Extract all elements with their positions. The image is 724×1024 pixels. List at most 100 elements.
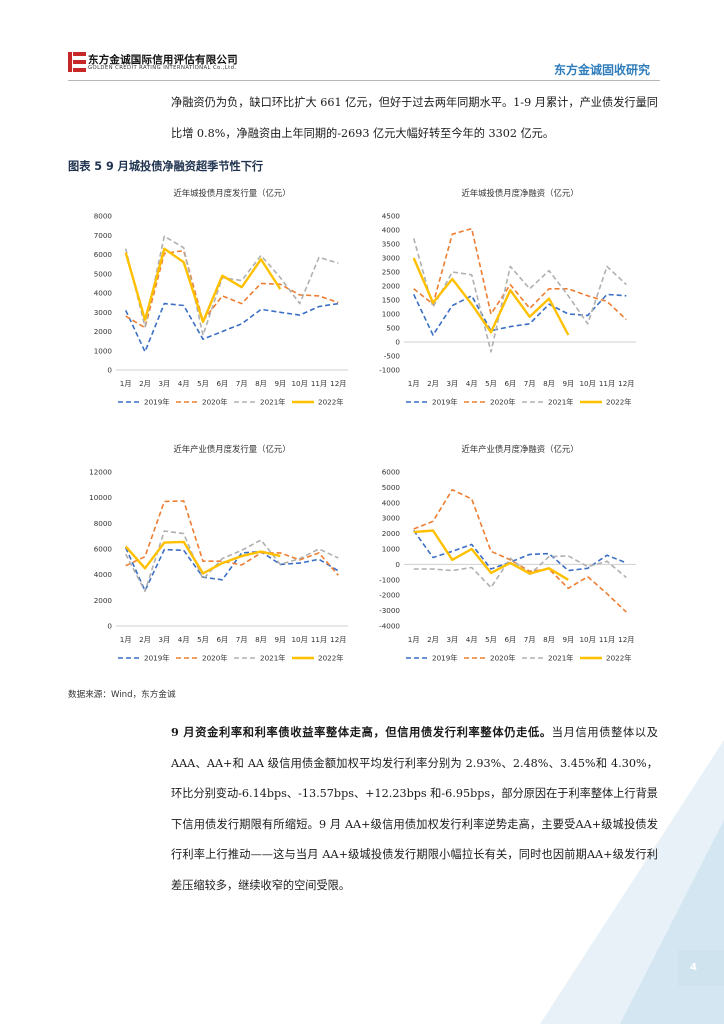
series-line-2020年 xyxy=(413,488,627,613)
x-tick-label: 1月 xyxy=(408,635,420,644)
legend-label: 2022年 xyxy=(606,654,631,663)
chart-title: 近年城投债月度净融资（亿元） xyxy=(461,188,578,198)
chart-title: 近年产业债月度发行量（亿元） xyxy=(173,444,290,454)
x-tick-label: 4月 xyxy=(178,635,190,644)
chart-svg: 近年产业债月度发行量（亿元） 0 2000 4000 6000 8000 10000 1200… xyxy=(89,444,348,663)
x-tick-label: 3月 xyxy=(158,379,170,388)
y-tick-label: 8000 xyxy=(94,519,113,528)
y-tick-label: 0 xyxy=(395,560,400,569)
x-tick-label: 11月 xyxy=(599,635,615,644)
logo-chinese-name: 东方金诚国际信用评估有限公司 xyxy=(88,54,238,66)
logo-mark-icon xyxy=(68,52,86,72)
x-tick-label: 3月 xyxy=(158,635,170,644)
paragraph-intro: 净融资仍为负，缺口环比扩大 661 亿元，但好于过去两年同期水平。1-9 月累计… xyxy=(171,96,658,140)
y-tick-label: -3000 xyxy=(379,606,400,615)
y-tick-label: 2000 xyxy=(382,529,401,538)
y-tick-label: 2500 xyxy=(382,268,401,277)
y-tick-label: 1000 xyxy=(94,346,113,355)
y-tick-label: 5000 xyxy=(382,483,401,492)
y-tick-label: -4000 xyxy=(379,622,400,631)
y-tick-label: 2000 xyxy=(382,282,401,291)
x-tick-label: 2月 xyxy=(139,379,151,388)
x-tick-label: 9月 xyxy=(274,635,286,644)
legend-label: 2019年 xyxy=(144,654,169,663)
series-line-2021年 xyxy=(124,530,339,593)
y-tick-label: 6000 xyxy=(94,250,113,259)
x-tick-label: 8月 xyxy=(255,635,267,644)
x-tick-label: 6月 xyxy=(216,635,228,644)
x-tick-label: 7月 xyxy=(524,635,536,644)
x-tick-label: 10月 xyxy=(579,635,595,644)
series-line-2019年 xyxy=(124,302,339,353)
y-tick-label: 4500 xyxy=(382,212,401,221)
series-line-2019年 xyxy=(412,293,627,336)
x-tick-label: 2月 xyxy=(427,635,439,644)
series-line-2021年 xyxy=(412,238,627,353)
legend-label: 2022年 xyxy=(318,654,343,663)
y-tick-label: 8000 xyxy=(94,212,113,221)
y-tick-label: 1500 xyxy=(382,296,401,305)
y-tick-label: 3000 xyxy=(94,308,113,317)
x-tick-label: 5月 xyxy=(485,635,497,644)
x-tick-label: 9月 xyxy=(274,379,286,388)
y-tick-label: 0 xyxy=(107,622,112,631)
chart-svg: 近年城投债月度发行量（亿元） 0 1000 2000 3000 4000 5000 6000 7… xyxy=(94,188,348,407)
chart-svg: 近年城投债月度净融资（亿元） -1000 -500 0 500 1000 1500 2000 2… xyxy=(379,188,636,407)
x-tick-label: 7月 xyxy=(236,379,248,388)
page-header: 东方金诚国际信用评估有限公司 GOLDEN CREDIT RATING INTE… xyxy=(0,0,724,81)
y-tick-label: 2000 xyxy=(94,327,113,336)
header-report-series: 东方金诚固收研究 xyxy=(553,63,650,77)
y-tick-label: 10000 xyxy=(89,493,112,502)
x-tick-label: 1月 xyxy=(408,379,420,388)
y-tick-label: 5000 xyxy=(94,269,113,278)
x-tick-label: 9月 xyxy=(562,635,574,644)
y-tick-label: 2000 xyxy=(94,596,113,605)
x-tick-label: 1月 xyxy=(120,635,132,644)
legend-label: 2021年 xyxy=(548,398,573,407)
legend-label: 2019年 xyxy=(144,398,169,407)
x-tick-label: 6月 xyxy=(504,635,516,644)
series-line-2022年 xyxy=(124,247,282,324)
x-tick-label: 3月 xyxy=(446,635,458,644)
y-tick-label: 3000 xyxy=(382,514,401,523)
x-tick-label: 12月 xyxy=(618,379,634,388)
y-tick-label: 3000 xyxy=(382,254,401,263)
x-tick-label: 9月 xyxy=(562,379,574,388)
page-number: 4 xyxy=(690,962,697,973)
series-line-2020年 xyxy=(125,500,339,576)
x-tick-label: 5月 xyxy=(485,379,497,388)
x-tick-label: 8月 xyxy=(543,379,555,388)
header-divider xyxy=(68,80,660,81)
x-tick-label: 6月 xyxy=(216,379,228,388)
paragraph-rates-body: 当月信用债整体以及 AAA、AA+和 AA 级信用债金额加权平均发行利率分别为 … xyxy=(171,726,658,892)
series-line-2021年 xyxy=(413,555,627,589)
legend-label: 2021年 xyxy=(548,654,573,663)
legend-label: 2019年 xyxy=(432,398,457,407)
chart-title: 近年城投债月度发行量（亿元） xyxy=(173,188,290,198)
series-line-2022年 xyxy=(124,540,281,575)
y-tick-label: 4000 xyxy=(382,226,401,235)
y-tick-label: -1000 xyxy=(379,575,400,584)
chart-svg: 近年产业债月度净融资（亿元） -4000 -3000 -2000 -1000 0 1000 2… xyxy=(379,444,636,663)
x-tick-label: 11月 xyxy=(311,635,327,644)
x-tick-label: 10月 xyxy=(291,635,307,644)
legend-label: 2020年 xyxy=(490,398,515,407)
x-tick-label: 8月 xyxy=(255,379,267,388)
x-tick-label: 3月 xyxy=(446,379,458,388)
x-tick-label: 10月 xyxy=(579,379,595,388)
series-line-2020年 xyxy=(413,227,627,321)
x-tick-label: 4月 xyxy=(178,379,190,388)
chart-industrial-issuance: 近年产业债月度发行量（亿元） 0 2000 4000 6000 8000 10000 1200… xyxy=(78,436,358,672)
y-tick-label: 1000 xyxy=(382,545,401,554)
y-tick-label: 1000 xyxy=(382,310,401,319)
series-line-2021年 xyxy=(124,235,339,337)
y-tick-label: 4000 xyxy=(94,289,113,298)
chart-chengtou-net-financing: 近年城投债月度净融资（亿元） -1000 -500 0 500 1000 1500 2000 2… xyxy=(366,180,646,416)
legend-label: 2019年 xyxy=(432,654,457,663)
data-source-note: 数据来源：Wind，东方金诚 xyxy=(68,690,176,700)
x-tick-label: 6月 xyxy=(504,379,516,388)
x-tick-label: 5月 xyxy=(197,379,209,388)
legend-label: 2020年 xyxy=(490,654,515,663)
series-line-2019年 xyxy=(413,530,627,572)
y-tick-label: 7000 xyxy=(94,231,113,240)
